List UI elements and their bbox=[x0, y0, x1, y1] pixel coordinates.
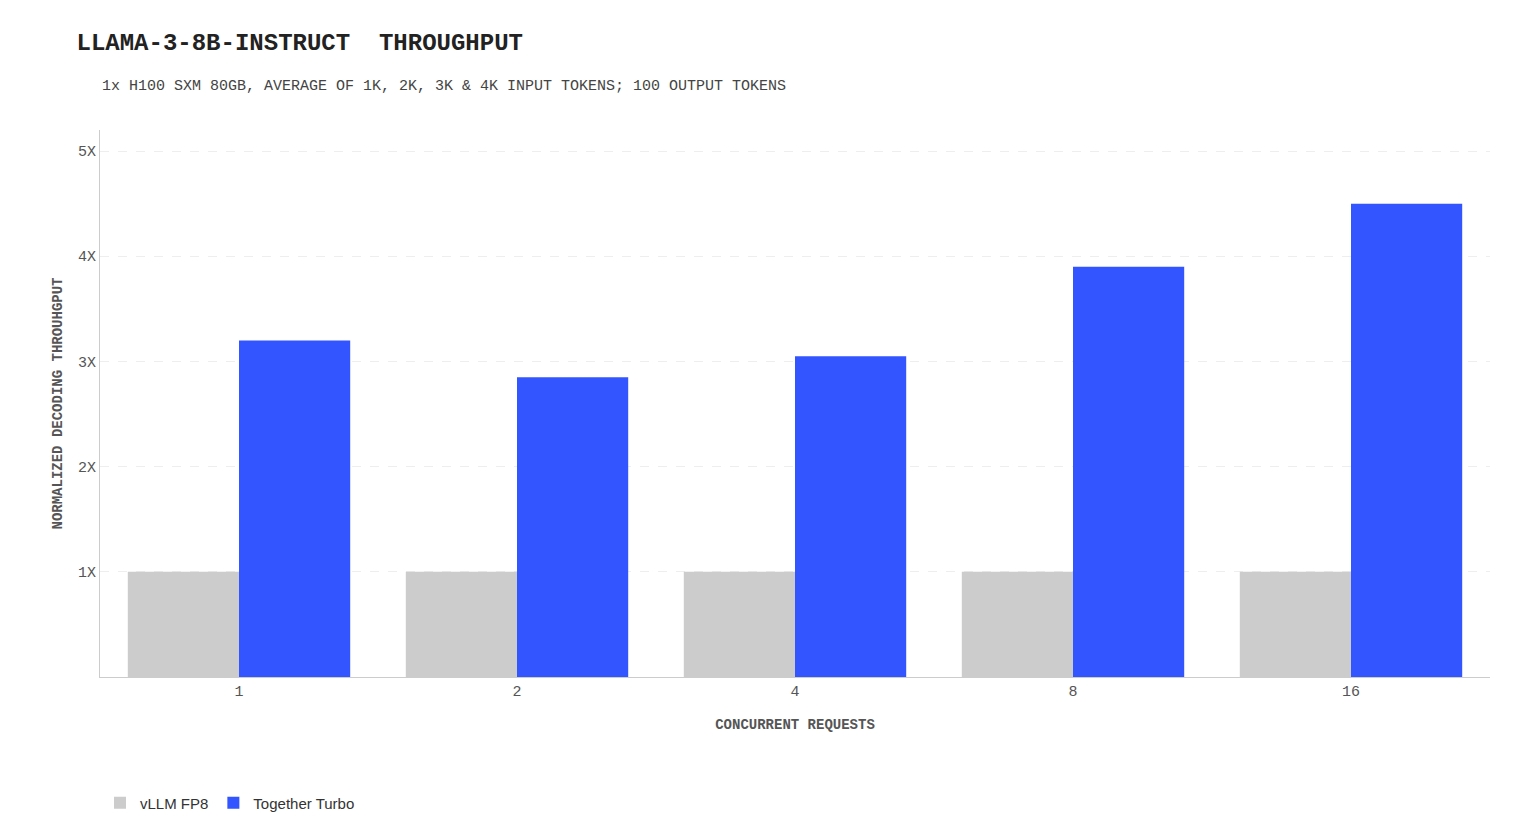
svg-text:8: 8 bbox=[1068, 684, 1077, 701]
svg-text:3X: 3X bbox=[78, 355, 96, 372]
svg-text:Together Turbo: Together Turbo bbox=[253, 795, 354, 812]
svg-text:2X: 2X bbox=[78, 460, 96, 477]
svg-text:1X: 1X bbox=[78, 565, 96, 582]
svg-text:4: 4 bbox=[790, 684, 799, 701]
svg-text:CONCURRENT REQUESTS: CONCURRENT REQUESTS bbox=[715, 717, 875, 733]
svg-text:LLAMA-3-8B-INSTRUCT THROUGHPU: LLAMA-3-8B-INSTRUCT THROUGHPUT bbox=[77, 30, 523, 57]
svg-text:1: 1 bbox=[234, 684, 243, 701]
svg-text:1x H100 SXM 80GB, AVERAGE OF 1: 1x H100 SXM 80GB, AVERAGE OF 1K, 2K, 3K … bbox=[102, 78, 786, 95]
svg-text:4X: 4X bbox=[78, 249, 96, 266]
svg-text:5X: 5X bbox=[78, 144, 96, 161]
svg-text:NORMALIZED DECODING THROUHGPUT: NORMALIZED DECODING THROUHGPUT bbox=[50, 277, 66, 529]
svg-text:vLLM FP8: vLLM FP8 bbox=[140, 795, 208, 812]
svg-text:2: 2 bbox=[512, 684, 521, 701]
svg-text:16: 16 bbox=[1342, 684, 1360, 701]
